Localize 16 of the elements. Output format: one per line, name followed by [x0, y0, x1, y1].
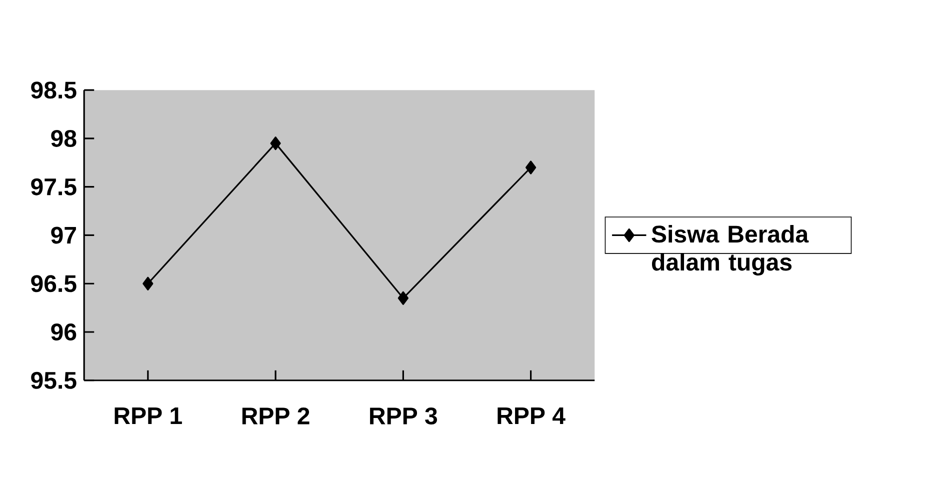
- x-tick-label: RPP 1: [114, 407, 182, 424]
- x-tick-label: RPP 4: [498, 407, 566, 424]
- y-tick-label: 98: [51, 130, 76, 147]
- y-tick-label: 96.5: [31, 274, 76, 292]
- legend-label: Siswa Berada dalam tugas: [652, 224, 809, 276]
- y-tick-label: 98.5: [31, 81, 76, 98]
- y-tick-label: 97: [51, 226, 76, 244]
- x-tick-label: RPP 2: [242, 407, 310, 424]
- point: [398, 291, 408, 305]
- point: [142, 276, 154, 290]
- y-tick-label: 96: [51, 323, 76, 340]
- y-tick-label: 95.5: [31, 372, 76, 389]
- point: [526, 160, 536, 174]
- y-tick-label: 97.5: [31, 178, 76, 196]
- point: [270, 136, 281, 150]
- x-tick-label: RPP 3: [370, 407, 438, 424]
